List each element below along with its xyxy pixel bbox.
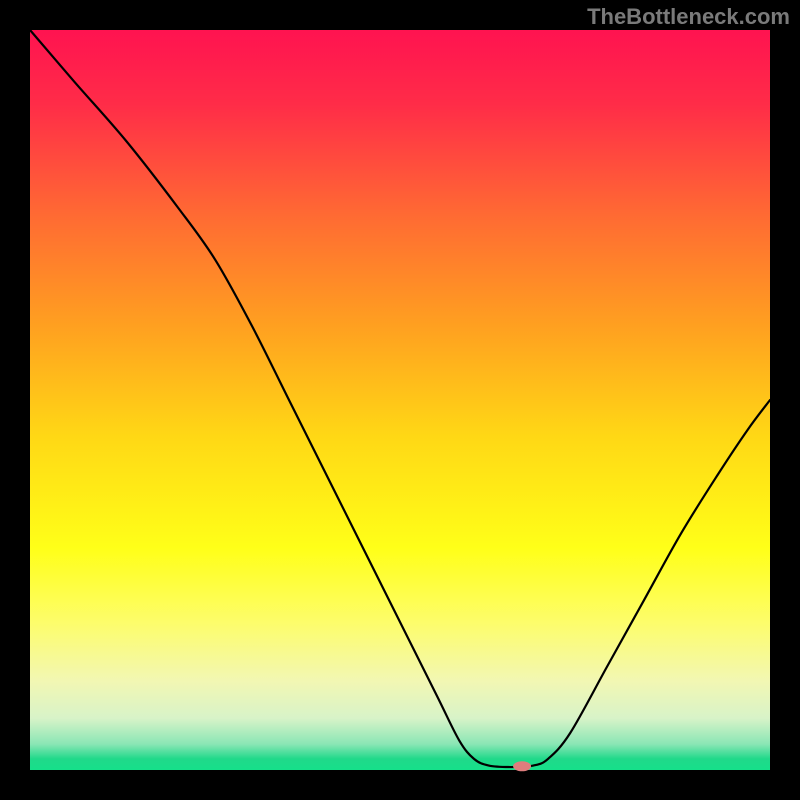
bottleneck-chart: TheBottleneck.com [0, 0, 800, 800]
optimal-marker [513, 761, 531, 771]
chart-svg [0, 0, 800, 800]
watermark-text: TheBottleneck.com [587, 4, 790, 30]
plot-background [30, 30, 770, 770]
